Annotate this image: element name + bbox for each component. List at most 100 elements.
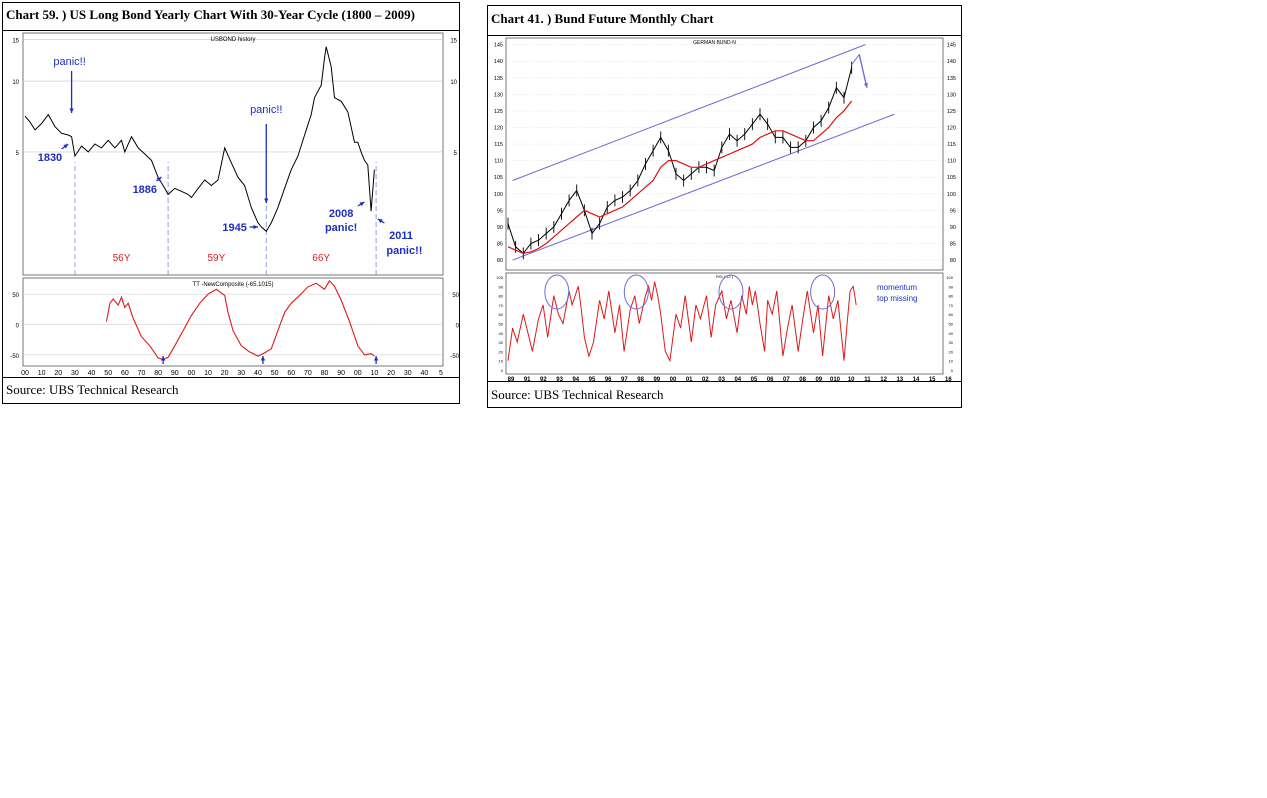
momentum-circle [623, 274, 649, 310]
momentum-circle [544, 274, 570, 310]
x-tick-label: 00 [188, 370, 196, 377]
x-tick-label: 12 [880, 377, 887, 381]
arrow-down-head [69, 108, 74, 113]
y-tick-label-right: 80 [949, 294, 954, 299]
y-tick-label-right: 90 [949, 284, 954, 289]
cycle-label: 56Y [113, 253, 131, 264]
x-tick-label: 06 [767, 377, 774, 381]
arrow-up-left-head [377, 219, 383, 224]
panel-title: Chart 41. ) Bund Future Monthly Chart [488, 6, 961, 36]
x-tick-label: 30 [404, 370, 412, 377]
x-tick-label: 00 [354, 370, 362, 377]
top-plot-frame [22, 32, 444, 276]
x-tick-label: 91 [524, 377, 531, 381]
y-tick-label-right: 50 [452, 293, 459, 299]
y-tick-label: 20 [499, 349, 504, 354]
price-line [24, 46, 375, 233]
y-tick-label-right: 5 [454, 151, 458, 157]
x-tick-label: 01 [686, 377, 693, 381]
indicator-title: TT -NewComposite (-65.1015) [193, 282, 274, 288]
x-tick-label: 80 [321, 370, 329, 377]
momentum-circle [718, 274, 744, 310]
x-tick-label: 89 [508, 377, 515, 381]
y-tick-label: 140 [494, 59, 503, 65]
top-plot-frame [505, 37, 944, 271]
y-tick-label: 50 [499, 322, 504, 327]
x-tick-label: 40 [88, 370, 96, 377]
y-tick-label: 130 [494, 92, 503, 98]
x-tick-label: 00 [21, 370, 29, 377]
x-tick-label: 97 [621, 377, 628, 381]
channel-upper-line [512, 44, 866, 181]
annotation-panic: panic!! [250, 104, 282, 116]
arrow-up-head [156, 177, 162, 182]
annotation-year: 1886 [133, 184, 157, 196]
y-tick-label-right: 125 [947, 109, 956, 115]
projection-arrow-head [863, 82, 869, 88]
y-tick-label: 80 [497, 258, 503, 264]
x-tick-label: 90 [337, 370, 345, 377]
y-tick-label-right: 95 [950, 208, 956, 214]
x-tick-label: 70 [304, 370, 312, 377]
moving-average-line [507, 100, 853, 255]
y-tick-label: 125 [494, 109, 503, 115]
projection-arrow [858, 54, 868, 88]
arrow-right-head [253, 224, 258, 230]
x-tick-label: 10 [204, 370, 212, 377]
y-tick-label: 120 [494, 125, 503, 131]
panel-title: Chart 59. ) US Long Bond Yearly Chart Wi… [3, 3, 459, 31]
y-tick-label-right: 50 [949, 322, 954, 327]
x-tick-label: 15 [929, 377, 936, 381]
x-tick-label: 30 [237, 370, 245, 377]
x-tick-label: 05 [751, 377, 758, 381]
y-tick-label: 145 [494, 43, 503, 49]
panel-source: Source: UBS Technical Research [3, 377, 459, 403]
y-tick-label-right: 20 [949, 349, 954, 354]
y-tick-label-right: 0 [951, 368, 954, 373]
y-tick-label-right: 105 [947, 175, 956, 181]
x-tick-label: 92 [540, 377, 547, 381]
x-tick-label: 04 [734, 377, 741, 381]
y-tick-label-right: 100 [947, 192, 956, 198]
y-tick-label: 90 [499, 284, 504, 289]
x-tick-label: 14 [913, 377, 920, 381]
y-tick-label-right: 90 [950, 225, 956, 231]
y-tick-label-right: 140 [947, 59, 956, 65]
x-tick-label: 10 [38, 370, 46, 377]
x-tick-label: 20 [221, 370, 229, 377]
x-tick-label: 11 [864, 377, 871, 381]
x-tick-label: 96 [605, 377, 612, 381]
x-tick-label: 40 [420, 370, 428, 377]
annotation-year: 1945 [222, 222, 246, 234]
y-tick-label-right: 135 [947, 76, 956, 82]
panel-source: Source: UBS Technical Research [488, 381, 961, 407]
x-tick-label: 20 [387, 370, 395, 377]
x-tick-label: 07 [783, 377, 790, 381]
y-tick-label: 90 [497, 225, 503, 231]
chart-title: GERMAN BUND-N [693, 40, 736, 46]
x-tick-label: 90 [171, 370, 179, 377]
y-tick-label-right: 130 [947, 92, 956, 98]
x-tick-label: 5 [439, 370, 443, 377]
x-tick-label: 09 [815, 377, 822, 381]
y-tick-label: 135 [494, 76, 503, 82]
y-tick-label: 95 [497, 208, 503, 214]
y-tick-label: 15 [12, 39, 19, 45]
x-tick-label: 60 [121, 370, 129, 377]
x-tick-label: 50 [104, 370, 112, 377]
bottom-plot-frame [22, 277, 444, 367]
y-tick-label-right: 60 [949, 312, 954, 317]
momentum-circle [810, 274, 836, 310]
x-tick-label: 010 [830, 377, 841, 381]
annotation-panic: panic!! [386, 245, 422, 257]
y-tick-label-right: 10 [949, 359, 954, 364]
y-tick-label: 100 [496, 275, 503, 280]
x-tick-label: 10 [371, 370, 379, 377]
y-tick-label-right: -50 [450, 354, 459, 360]
x-tick-label: 30 [71, 370, 79, 377]
y-tick-label-right: 30 [949, 340, 954, 345]
bottom-marker-arrow-head [160, 356, 166, 361]
composite-line [105, 279, 375, 361]
annotation-text: momentum [877, 283, 917, 292]
y-tick-label: 0 [16, 324, 20, 330]
